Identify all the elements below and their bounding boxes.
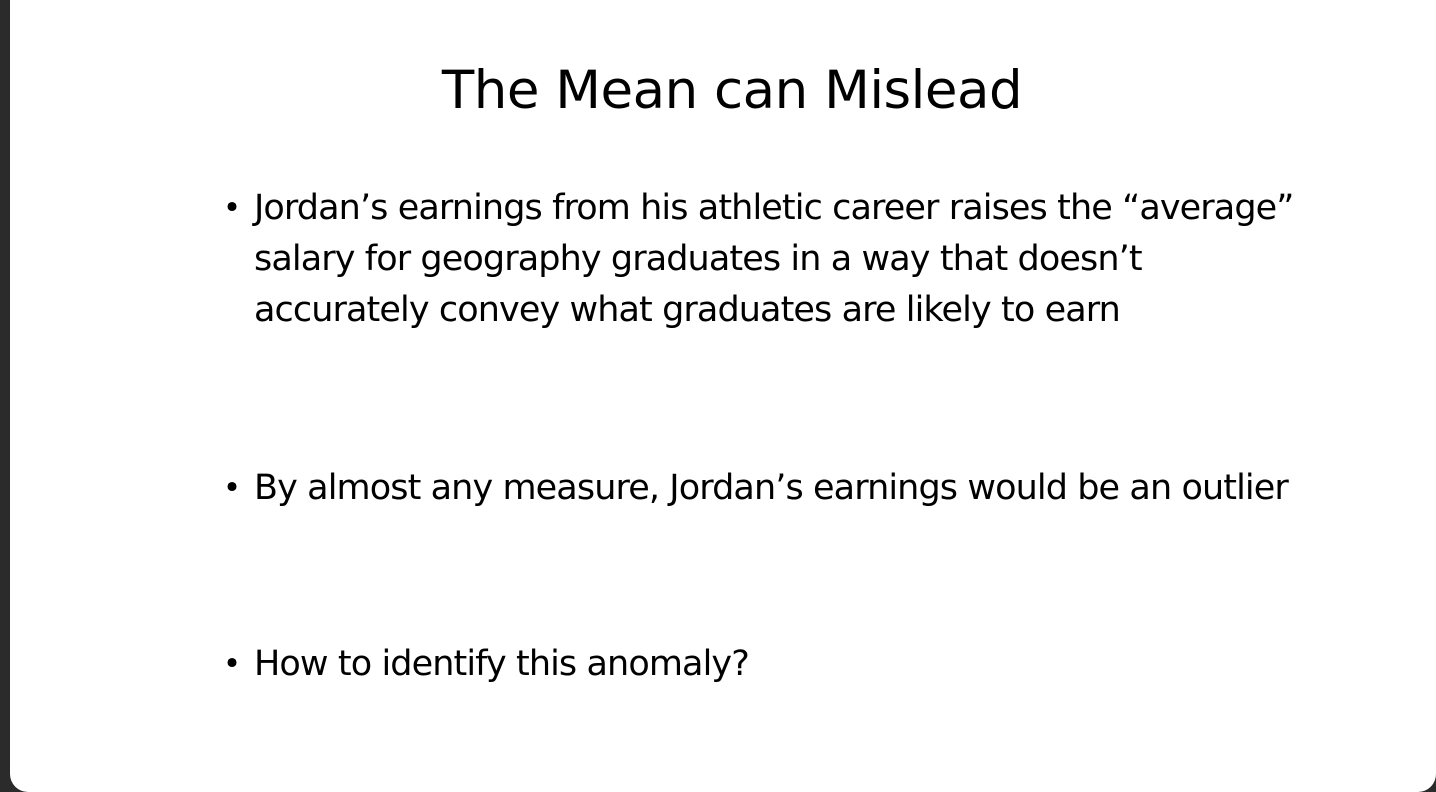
- slide: The Mean can Mislead • Jordan’s earnings…: [10, 0, 1436, 792]
- bullet-icon: •: [222, 646, 242, 682]
- bullet-text: How to identify this anomaly?: [254, 644, 750, 684]
- bullet-icon: •: [222, 190, 242, 226]
- bullet-icon: •: [222, 470, 242, 506]
- slide-title: The Mean can Mislead: [441, 60, 1023, 121]
- bullet-text: By almost any measure, Jordan’s earnings…: [254, 468, 1289, 508]
- bullet-text: Jordan’s earnings from his athletic care…: [254, 188, 1294, 330]
